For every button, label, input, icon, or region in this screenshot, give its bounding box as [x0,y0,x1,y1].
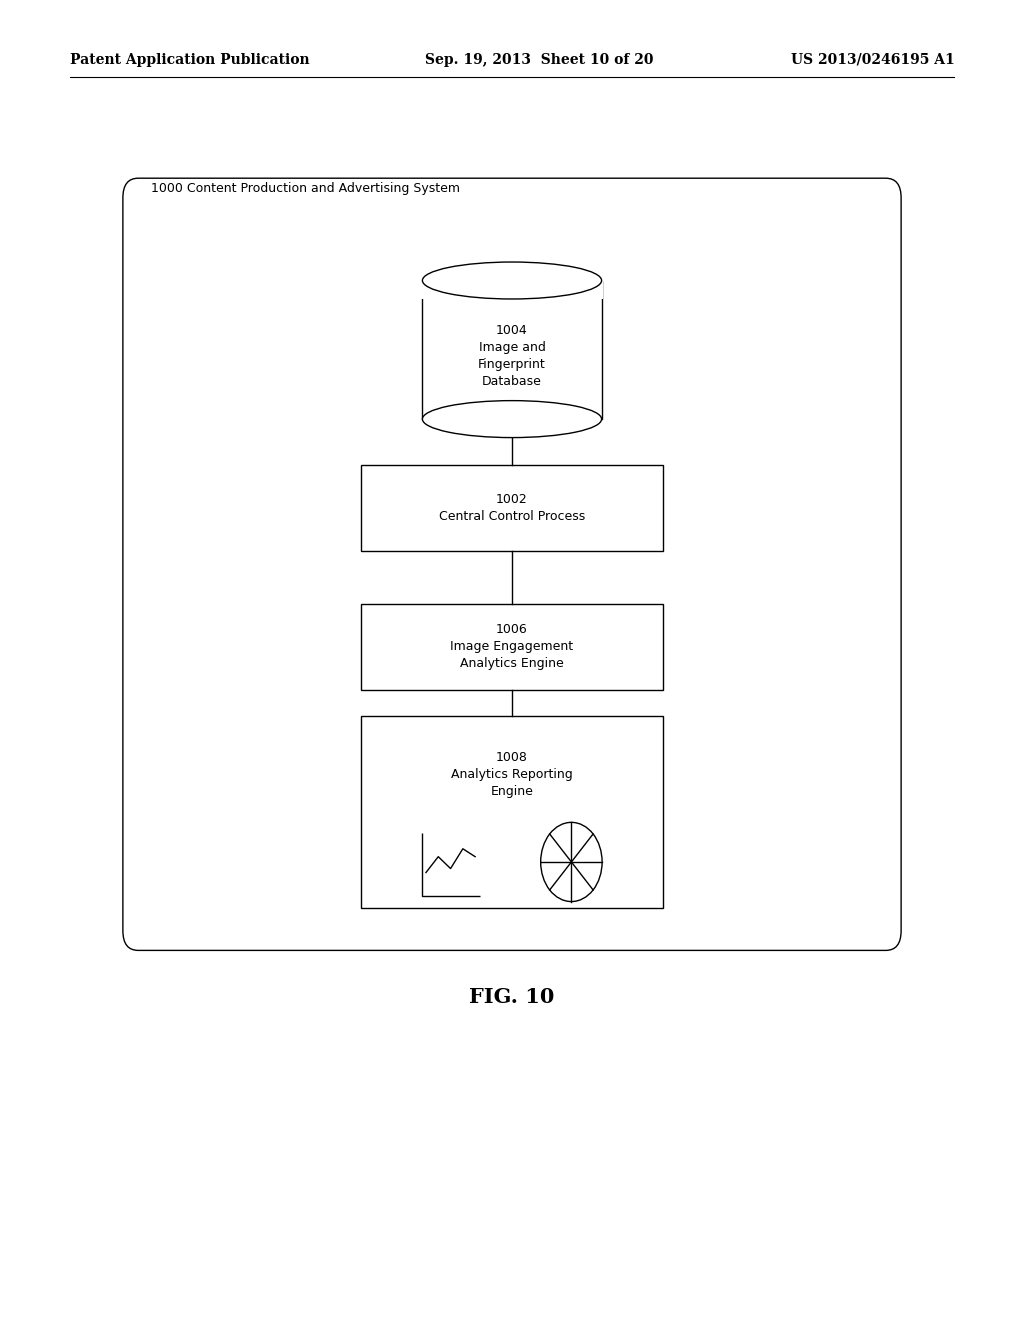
Text: 1006
Image Engagement
Analytics Engine: 1006 Image Engagement Analytics Engine [451,623,573,671]
Text: Sep. 19, 2013  Sheet 10 of 20: Sep. 19, 2013 Sheet 10 of 20 [425,53,653,67]
Bar [422,277,602,300]
Text: Patent Application Publication: Patent Application Publication [70,53,309,67]
Text: US 2013/0246195 A1: US 2013/0246195 A1 [791,53,954,67]
Text: 1008
Analytics Reporting
Engine: 1008 Analytics Reporting Engine [452,751,572,799]
Bar [361,466,664,552]
Ellipse shape [422,261,602,300]
Circle shape [541,822,602,902]
Ellipse shape [422,401,602,438]
Bar [361,715,664,908]
Text: 1004
Image and
Fingerprint
Database: 1004 Image and Fingerprint Database [478,325,546,388]
Text: FIG. 10: FIG. 10 [469,986,555,1007]
Bar [361,605,664,689]
Text: 1002
Central Control Process: 1002 Central Control Process [439,494,585,523]
Text: 1000 Content Production and Advertising System: 1000 Content Production and Advertising … [151,182,460,195]
Bar [422,281,601,420]
